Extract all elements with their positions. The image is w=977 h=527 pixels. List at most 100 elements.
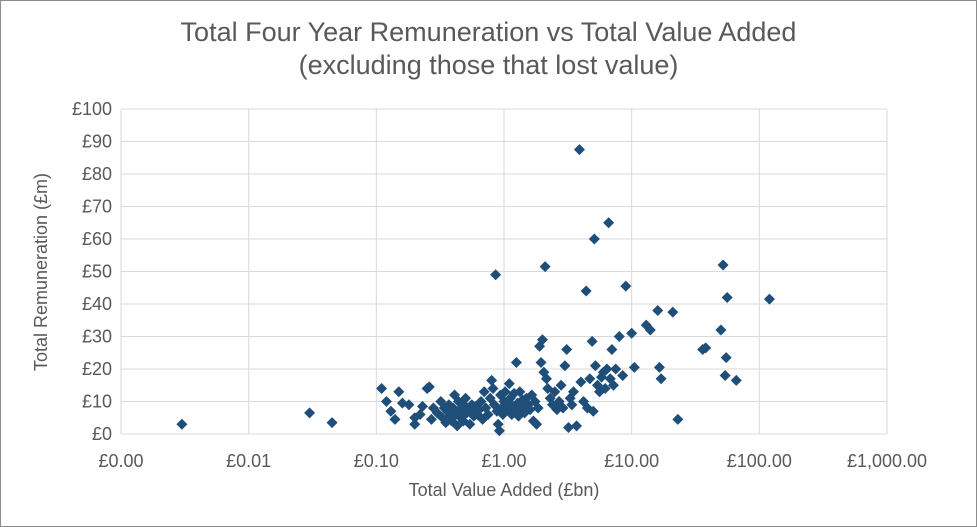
data-point (503, 378, 515, 390)
chart-title-block: Total Four Year Remuneration vs Total Va… (0, 16, 977, 82)
data-point (607, 379, 619, 391)
data-point (539, 261, 551, 273)
data-point (644, 324, 656, 336)
x-tick-label: £100.00 (727, 451, 792, 471)
data-point (555, 379, 567, 391)
y-axis-title: Total Remuneration (£m) (31, 173, 51, 371)
y-tick-label: £20 (82, 359, 112, 379)
data-point (655, 373, 667, 385)
data-point (425, 413, 437, 425)
data-point (567, 386, 579, 398)
gridlines (120, 108, 888, 435)
data-point (588, 233, 600, 245)
data-point (586, 335, 598, 347)
data-point (610, 363, 622, 375)
data-point (536, 334, 548, 346)
data-point (652, 305, 664, 316)
y-tick-label: £30 (82, 327, 112, 347)
data-point (653, 361, 665, 373)
y-tick-label: £50 (82, 262, 112, 282)
data-point (423, 381, 435, 393)
data-point (478, 386, 490, 398)
data-point (486, 374, 498, 386)
data-point (606, 344, 618, 355)
data-point (376, 383, 388, 394)
x-axis-title: Total Value Added (£bn) (409, 480, 600, 500)
data-point (464, 418, 476, 430)
data-point (603, 217, 615, 229)
data-point (763, 293, 775, 305)
x-tick-label: £0.00 (98, 451, 143, 471)
data-point (549, 386, 561, 398)
data-point (559, 360, 571, 372)
data-point (620, 280, 632, 292)
chart-subtitle: (excluding those that lost value) (298, 50, 679, 80)
data-point (730, 374, 742, 386)
data-point (717, 259, 729, 271)
x-tick-label: £10.00 (604, 451, 659, 471)
data-point (487, 383, 499, 394)
data-point (524, 404, 536, 416)
data-point (566, 399, 578, 411)
y-tick-label: £10 (82, 392, 112, 412)
data-point (499, 386, 511, 398)
data-point (475, 396, 487, 407)
data-point (482, 409, 494, 420)
data-point (417, 400, 429, 412)
data-point (326, 417, 338, 429)
data-point (403, 399, 415, 411)
x-tick-label: £0.10 (354, 451, 399, 471)
y-tick-label: £60 (82, 229, 112, 249)
x-tick-label: £1,000.00 (847, 451, 927, 471)
y-tick-label: £100 (72, 99, 112, 119)
y-tick-label: £70 (82, 197, 112, 217)
x-tick-label: £0.01 (226, 451, 271, 471)
data-point (557, 402, 569, 414)
data-point (573, 144, 585, 156)
data-point (380, 396, 392, 407)
data-point (493, 425, 505, 437)
data-point (409, 418, 421, 430)
data-point (176, 418, 188, 430)
data-points (176, 144, 775, 437)
data-point (580, 285, 592, 297)
data-point (720, 352, 732, 364)
y-tick-labels: £0 £10 £20 £30 £40 £50 £60 £70 £80 £90 £100 (72, 99, 112, 444)
y-tick-label: £40 (82, 294, 112, 314)
data-point (385, 405, 397, 417)
x-tick-labels: £0.00 £0.01 £0.10 £1.00 £10.00 £100.00 £1,000.… (98, 451, 927, 471)
data-point (587, 405, 599, 417)
data-point (617, 370, 629, 381)
data-point (510, 357, 522, 368)
chart-title: Total Four Year Remuneration vs Total Va… (180, 17, 797, 47)
y-tick-label: £0 (92, 424, 112, 444)
data-point (626, 327, 638, 339)
data-point (599, 383, 611, 394)
data-point (393, 386, 405, 398)
data-point (667, 306, 679, 318)
data-point (575, 376, 587, 388)
data-point (490, 269, 502, 281)
y-tick-label: £80 (82, 164, 112, 184)
data-point (535, 357, 547, 368)
data-point (561, 344, 573, 355)
data-point (584, 373, 596, 385)
data-point (531, 418, 543, 430)
data-point (460, 392, 472, 404)
data-point (571, 420, 583, 432)
data-point (700, 342, 712, 354)
data-point (715, 324, 727, 336)
x-tick-label: £1.00 (481, 451, 526, 471)
data-point (613, 331, 625, 342)
data-point (721, 292, 733, 303)
data-point (540, 373, 552, 385)
data-point (589, 360, 601, 372)
data-point (414, 409, 426, 420)
data-point (628, 361, 640, 373)
data-point (389, 413, 401, 425)
data-point (719, 370, 731, 381)
data-point (601, 363, 613, 375)
data-point (532, 402, 544, 414)
